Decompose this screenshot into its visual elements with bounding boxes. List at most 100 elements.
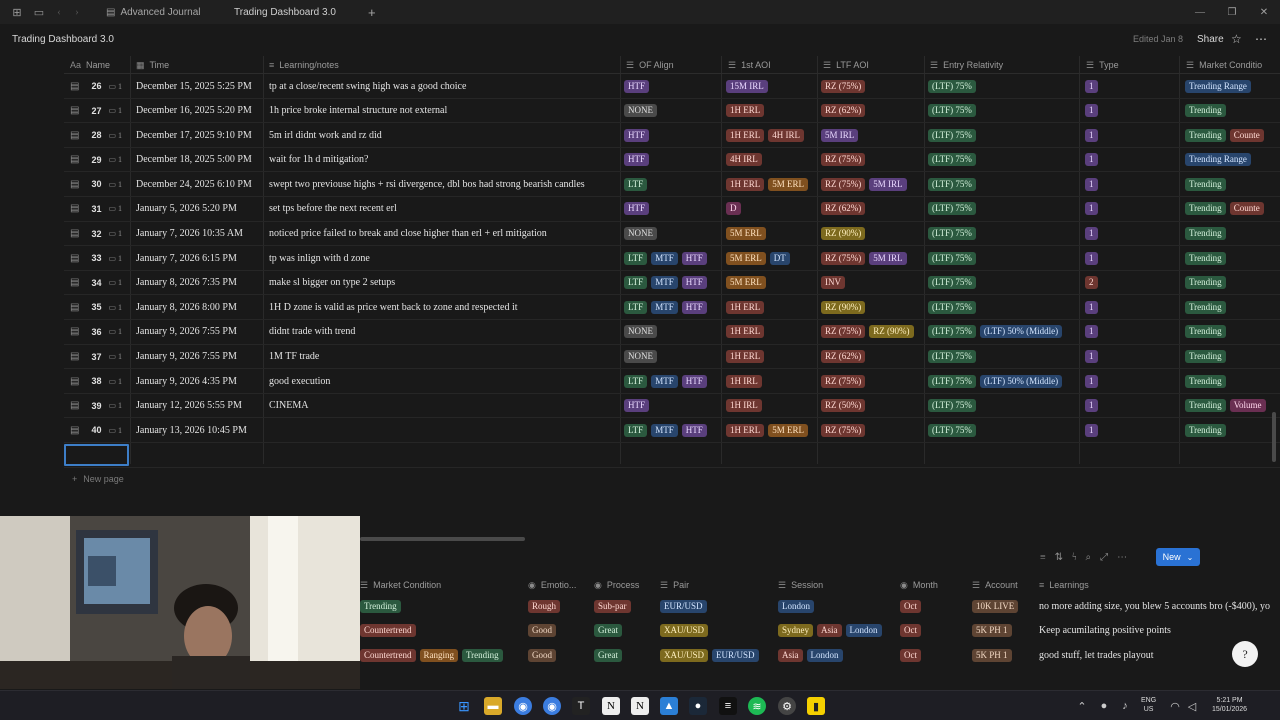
entry-relativity-cell[interactable]: (LTF) 75% — [928, 394, 1080, 418]
tag[interactable]: RZ (50%) — [821, 399, 866, 413]
tradingview-icon[interactable]: T — [572, 697, 590, 715]
session-cell[interactable]: London — [778, 594, 900, 618]
entry-relativity-cell[interactable]: (LTF) 75% — [928, 123, 1080, 147]
column-header-time[interactable]: ▦ Time — [136, 56, 169, 74]
minimize-icon[interactable]: — — [1195, 6, 1205, 18]
tag[interactable]: NONE — [624, 104, 657, 118]
tag[interactable]: Trending — [360, 599, 401, 613]
tag[interactable]: 1 — [1085, 399, 1098, 413]
tag[interactable]: Countertrend — [360, 624, 416, 638]
market-condition-cell[interactable]: Trending — [360, 594, 525, 618]
time-cell[interactable]: January 8, 2026 7:35 PM — [136, 277, 237, 289]
tag[interactable]: HTF — [681, 300, 707, 314]
tag[interactable]: 1H ERL — [726, 325, 765, 339]
share-button[interactable]: Share — [1197, 33, 1224, 45]
tag[interactable]: MTF — [651, 423, 678, 437]
tag[interactable]: London — [845, 624, 882, 638]
chevron-up-icon[interactable]: ⌃ — [1077, 700, 1087, 713]
back-arrow-icon[interactable]: ‹ — [57, 6, 61, 18]
tag[interactable]: HTF — [624, 399, 650, 413]
tag[interactable]: (LTF) 50% (Middle) — [979, 325, 1063, 339]
market-condition-cell[interactable]: Trending — [1185, 246, 1280, 270]
notes-cell[interactable]: 1h price broke internal structure not ex… — [269, 105, 448, 117]
tag[interactable]: 1H ERL — [726, 300, 765, 314]
entry-relativity-cell[interactable]: (LTF) 75% — [928, 197, 1080, 221]
tag[interactable]: 2 — [1085, 276, 1098, 290]
first-aoi-cell[interactable]: 15M IRL — [726, 74, 818, 98]
type-cell[interactable]: 1 — [1085, 246, 1181, 270]
table-row[interactable]: Countertrend Good Great XAU/USD Sydney As… — [360, 619, 1280, 644]
tag[interactable]: London — [778, 599, 814, 613]
settings-icon[interactable]: ⋯ — [1117, 551, 1128, 563]
comment-icon[interactable]: ▭ — [108, 81, 117, 91]
first-aoi-cell[interactable]: 1H ERL — [726, 320, 818, 344]
session-cell[interactable]: Asia London — [778, 643, 900, 667]
first-aoi-cell[interactable]: 1H ERL — [726, 345, 818, 369]
account-cell[interactable]: 10K LIVE — [972, 594, 1040, 618]
close-icon[interactable]: ✕ — [1259, 6, 1269, 18]
notes-cell[interactable]: swept two previouse highs + rsi divergen… — [269, 178, 585, 190]
tag[interactable]: Counte — [1229, 128, 1264, 142]
tag[interactable]: (LTF) 75% — [928, 350, 976, 364]
tag[interactable]: Trending — [1185, 104, 1226, 118]
ltf-aoi-cell[interactable]: RZ (75%) — [821, 369, 925, 393]
tag[interactable]: RZ (75%) — [821, 79, 866, 93]
comment-icon[interactable]: ▭ — [108, 130, 117, 140]
tag[interactable]: 5K PH 1 — [972, 624, 1012, 638]
table-row[interactable]: ▤ 36 ▭ 1 January 9, 2026 7:55 PM didnt t… — [64, 320, 1280, 345]
notes-cell[interactable]: CINEMA — [269, 400, 309, 412]
type-cell[interactable]: 1 — [1085, 295, 1181, 319]
tag[interactable]: LTF — [624, 300, 648, 314]
tag[interactable]: LTF — [624, 423, 648, 437]
tag[interactable]: 1 — [1085, 423, 1098, 437]
sort-icon[interactable]: ⇅ — [1054, 551, 1064, 563]
entry-relativity-cell[interactable]: (LTF) 75% — [928, 345, 1080, 369]
column-header-type[interactable]: ☰ Type — [1086, 56, 1119, 74]
market-condition-cell[interactable]: Countertrend — [360, 619, 525, 643]
time-cell[interactable]: January 9, 2026 7:55 PM — [136, 351, 237, 363]
learnings-cell[interactable]: Keep acumilating positive points — [1039, 625, 1171, 637]
tray-app-icon[interactable]: ● — [1100, 700, 1108, 712]
sticky-notes-icon[interactable]: ▮ — [807, 697, 825, 715]
column-header-first-aoi[interactable]: ☰ 1st AOI — [728, 56, 771, 74]
tag[interactable]: Great — [594, 624, 622, 638]
tag[interactable]: Volume — [1229, 399, 1266, 413]
first-aoi-cell[interactable]: 1H ERL 4H IRL — [726, 123, 818, 147]
notes-cell[interactable]: good execution — [269, 375, 331, 387]
of-align-cell[interactable]: LTF MTF HTF — [624, 295, 720, 319]
tag[interactable]: Rough — [528, 599, 561, 613]
process-cell[interactable]: Great — [594, 643, 656, 667]
tag[interactable]: 5M IRL — [821, 128, 859, 142]
tag[interactable]: HTF — [681, 251, 707, 265]
tag[interactable]: RZ (75%) — [821, 177, 866, 191]
entry-relativity-cell[interactable]: (LTF) 75% — [928, 246, 1080, 270]
tag[interactable]: RZ (75%) — [821, 251, 866, 265]
row-name-cell[interactable]: ▤ 33 ▭ 1 — [70, 246, 130, 270]
entry-relativity-cell[interactable]: (LTF) 75% — [928, 222, 1080, 246]
entry-relativity-cell[interactable]: (LTF) 75% — [928, 74, 1080, 98]
tag[interactable]: 1H ERL — [726, 350, 765, 364]
entry-relativity-cell[interactable]: (LTF) 75% — [928, 271, 1080, 295]
tag[interactable]: HTF — [624, 128, 650, 142]
table-row[interactable]: ▤ 29 ▭ 1 December 18, 2025 5:00 PM wait … — [64, 148, 1280, 173]
column-header-of-align[interactable]: ☰ OF Align — [626, 56, 674, 74]
first-aoi-cell[interactable]: 1H ERL — [726, 295, 818, 319]
of-align-cell[interactable]: HTF — [624, 123, 720, 147]
emotion-cell[interactable]: Good — [528, 619, 593, 643]
tag[interactable]: 5M IRL — [869, 251, 907, 265]
type-cell[interactable]: 1 — [1085, 148, 1181, 172]
tag[interactable]: 5M ERL — [726, 227, 766, 241]
tag[interactable]: 5K PH 1 — [972, 648, 1012, 662]
first-aoi-cell[interactable]: 4H IRL — [726, 148, 818, 172]
column-header-emotion[interactable]: ◉ Emotio... — [528, 576, 576, 594]
time-cell[interactable]: January 9, 2026 4:35 PM — [136, 375, 237, 387]
type-cell[interactable]: 1 — [1085, 418, 1181, 442]
market-condition-cell[interactable]: Trending — [1185, 295, 1280, 319]
more-options-icon[interactable]: ⋯ — [1255, 31, 1267, 46]
of-align-cell[interactable]: NONE — [624, 345, 720, 369]
wifi-icon[interactable]: ◠ — [1170, 700, 1180, 713]
time-cell[interactable]: December 15, 2025 5:25 PM — [136, 80, 252, 92]
pair-cell[interactable]: XAU/USD EUR/USD — [660, 643, 775, 667]
table-row[interactable]: Countertrend Ranging Trending Good Great X… — [360, 643, 1280, 668]
tag[interactable]: 5M ERL — [726, 251, 766, 265]
